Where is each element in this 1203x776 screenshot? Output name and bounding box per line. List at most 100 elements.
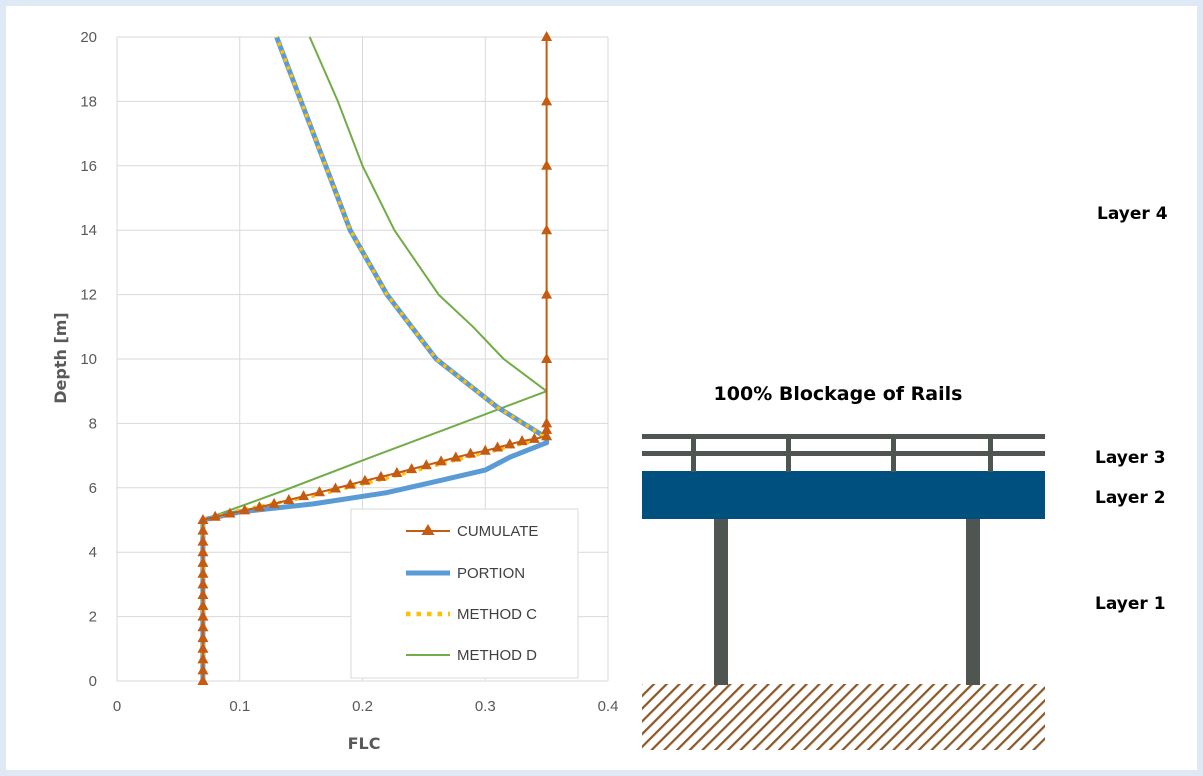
y-tick-label: 16	[80, 158, 97, 175]
cumulate-point-marker	[197, 556, 209, 567]
cumulate-point-marker	[391, 466, 403, 477]
cumulate-point-marker	[541, 430, 553, 441]
series-method-d-line	[201, 36, 548, 681]
y-axis-title: Depth [m]	[51, 312, 70, 404]
cumulate-point-marker	[197, 653, 209, 664]
cumulate-point-marker	[541, 288, 553, 299]
cumulate-point-marker	[298, 490, 310, 501]
legend-item-method-d: METHOD D	[406, 647, 537, 664]
x-axis-ticks: 0 0.1 0.2 0.3 0.4	[113, 698, 619, 715]
cumulate-point-marker	[516, 435, 528, 446]
cumulate-point-marker	[239, 504, 251, 515]
cumulate-point-marker	[541, 95, 553, 106]
cumulate-point-marker	[375, 470, 387, 481]
cumulate-point-marker	[465, 447, 477, 458]
cumulate-point-marker	[314, 486, 326, 497]
cumulate-point-marker	[344, 478, 356, 489]
cumulate-point-marker	[492, 441, 504, 452]
chart-series	[197, 31, 553, 685]
cumulate-point-marker	[541, 423, 553, 434]
y-tick-label: 12	[80, 287, 97, 304]
legend-label-method-c: METHOD C	[457, 606, 537, 623]
diagram-title: 100% Blockage of Rails	[714, 383, 963, 405]
cumulate-point-marker	[528, 432, 540, 443]
legend-item-method-c: METHOD C	[406, 606, 537, 623]
cumulate-point-marker	[541, 353, 553, 363]
cumulate-point-marker	[541, 224, 553, 235]
chart-legend: CUMULATE PORTION METHOD C METHOD D	[350, 508, 579, 679]
y-tick-label: 8	[89, 415, 97, 432]
y-tick-label: 6	[89, 480, 97, 497]
cumulate-point-marker	[197, 664, 209, 675]
cumulate-point-marker	[406, 463, 418, 474]
layer-1-label: Layer 1	[1095, 594, 1166, 614]
cumulate-point-marker	[197, 589, 209, 600]
x-tick-label: 0.3	[475, 698, 496, 715]
cumulate-point-marker	[479, 444, 491, 455]
top-rail	[642, 434, 1045, 439]
rail-post	[786, 434, 791, 472]
cumulate-point-marker	[253, 501, 265, 512]
y-tick-label: 20	[80, 29, 97, 46]
y-tick-label: 10	[80, 351, 97, 368]
cumulate-point-marker	[197, 675, 209, 685]
x-tick-label: 0.4	[598, 698, 619, 715]
cumulate-point-marker	[268, 497, 280, 508]
bridge-blockage-diagram: 100% Blockage of Rails Layer 4 Layer 3 L…	[642, 204, 1168, 750]
cumulate-point-marker	[283, 494, 295, 505]
flc-depth-chart: 0 2 4 6 8 10 12 14 16 18 20 0 0.1 0.2 0.3 0.4 Depth [m…	[51, 29, 618, 753]
cumulate-point-marker	[197, 514, 209, 524]
cumulate-point-marker	[329, 482, 341, 493]
cumulate-point-marker	[197, 621, 209, 632]
y-tick-label: 0	[89, 673, 97, 690]
middle-rail	[642, 451, 1045, 456]
legend-label-portion: PORTION	[457, 565, 525, 582]
rail-post	[891, 434, 896, 472]
figure-canvas: 0 2 4 6 8 10 12 14 16 18 20 0 0.1 0.2 0.3 0.4 Depth [m…	[51, 29, 1168, 753]
legend-item-portion: PORTION	[406, 565, 525, 582]
cumulate-point-marker	[450, 451, 462, 462]
figure-frame: 0 2 4 6 8 10 12 14 16 18 20 0 0.1 0.2 0.3 0.4 Depth [m…	[6, 6, 1197, 770]
rail-post	[691, 434, 696, 472]
cumulate-point-marker	[197, 524, 209, 535]
x-axis-title: FLC	[348, 734, 381, 753]
legend-label-cumulate: CUMULATE	[457, 523, 538, 540]
ground-hatch	[642, 684, 1045, 750]
x-tick-label: 0.2	[352, 698, 373, 715]
cumulate-point-marker	[197, 599, 209, 610]
cumulate-point-marker	[435, 455, 447, 466]
series-portion-line	[200, 36, 550, 681]
y-tick-label: 2	[89, 609, 97, 626]
left-pier	[714, 518, 728, 685]
cumulate-point-marker	[541, 159, 553, 170]
legend-item-cumulate: CUMULATE	[406, 523, 538, 540]
layer-4-label: Layer 4	[1097, 204, 1168, 224]
cumulate-point-marker	[224, 507, 236, 518]
cumulate-point-marker	[197, 567, 209, 578]
cumulate-point-marker	[197, 642, 209, 653]
y-tick-label: 18	[80, 93, 97, 110]
rail-post	[988, 434, 993, 472]
x-tick-label: 0	[113, 698, 121, 715]
cumulate-point-marker	[420, 459, 432, 470]
cumulate-point-marker	[359, 474, 371, 485]
cumulate-point-marker	[197, 610, 209, 621]
cumulate-point-marker	[541, 31, 553, 41]
y-axis-ticks: 0 2 4 6 8 10 12 14 16 18 20	[80, 29, 97, 690]
right-pier	[966, 518, 980, 685]
cumulate-point-marker	[197, 578, 209, 589]
cumulate-point-marker	[197, 535, 209, 546]
cumulate-point-marker	[209, 510, 221, 521]
legend-box	[350, 508, 579, 679]
y-tick-label: 4	[89, 544, 97, 561]
y-tick-label: 14	[80, 222, 97, 239]
cumulate-point-marker	[541, 417, 553, 428]
layer-2-label: Layer 2	[1095, 488, 1166, 508]
cumulate-point-marker	[504, 438, 516, 449]
cumulate-point-marker	[197, 546, 209, 557]
bridge-deck	[642, 471, 1045, 519]
cumulate-point-marker	[197, 632, 209, 643]
x-tick-label: 0.1	[229, 698, 250, 715]
layer-3-label: Layer 3	[1095, 448, 1166, 468]
legend-label-method-d: METHOD D	[457, 647, 537, 664]
